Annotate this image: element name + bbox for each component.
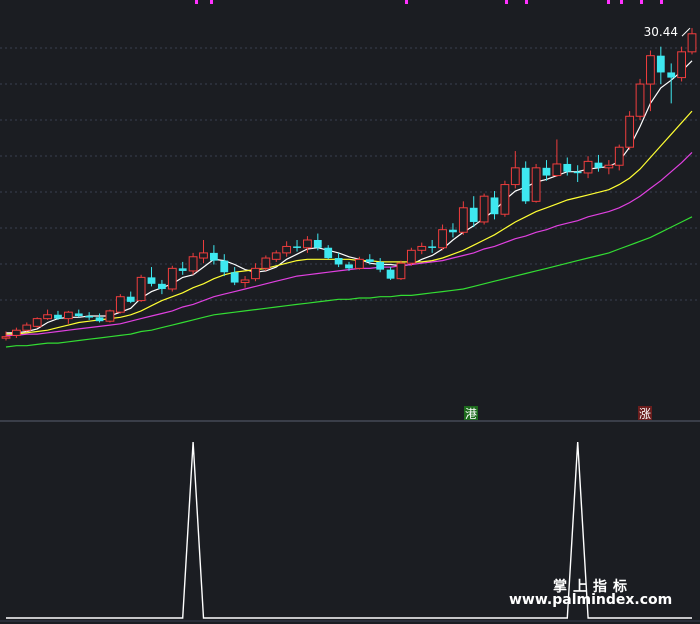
candle-body <box>136 276 146 302</box>
candle-body <box>126 296 135 302</box>
candle-body <box>438 229 447 249</box>
candle-body <box>167 267 177 290</box>
candle-body <box>22 324 32 331</box>
signal-marker-label: 涨 <box>639 406 651 421</box>
price-pointer <box>681 27 691 37</box>
top-tick <box>195 0 198 4</box>
top-tick <box>660 0 663 4</box>
watermark-url: www.palmindex.com <box>509 592 673 608</box>
candle-body <box>188 256 198 272</box>
candle-body <box>449 229 457 233</box>
candle-body <box>635 83 645 117</box>
candle-body <box>604 164 614 169</box>
candle-body <box>500 184 510 215</box>
candle-body <box>11 329 21 336</box>
candle-body <box>563 163 572 172</box>
ma-line-2 <box>6 110 693 335</box>
ma-line-1 <box>6 60 693 334</box>
candle-body <box>115 296 125 313</box>
candle-body <box>271 252 281 260</box>
candle-body <box>386 269 395 279</box>
candle-body <box>521 167 530 202</box>
signal-marker-label: 港 <box>465 407 477 421</box>
candle-body <box>95 317 104 322</box>
candle-body <box>510 167 520 186</box>
candle-body <box>583 160 593 174</box>
candle-body <box>85 316 94 318</box>
candle-body <box>428 246 437 248</box>
candle-body <box>479 195 489 223</box>
candle-body <box>667 72 676 78</box>
top-tick <box>607 0 610 4</box>
candle-body <box>490 197 499 215</box>
candle-body <box>303 239 312 249</box>
ma-line-4 <box>5 216 693 348</box>
candle-body <box>573 171 582 174</box>
candle-body <box>147 277 156 284</box>
candle-body <box>240 279 250 284</box>
candle-body <box>74 313 83 317</box>
candle-body <box>178 268 187 271</box>
candle-body <box>209 252 218 261</box>
candle-body <box>199 252 208 259</box>
candle-body <box>334 258 343 265</box>
candle-body <box>406 249 416 264</box>
candle-body <box>251 267 260 280</box>
ma-line-3 <box>6 151 693 336</box>
candle-body <box>54 314 62 319</box>
candle-body <box>469 207 478 222</box>
candle-body <box>417 245 427 251</box>
candle-body <box>324 247 333 259</box>
candle-body <box>43 314 52 320</box>
candle-body <box>105 310 115 322</box>
price-label: 30.44 <box>644 25 678 39</box>
candle-body <box>677 51 687 79</box>
signal-marker-bg <box>464 406 478 420</box>
candle-body <box>614 146 624 166</box>
candle-body <box>594 162 603 168</box>
candle-body <box>376 261 385 270</box>
candle-body <box>625 115 635 148</box>
candle-body <box>656 55 665 73</box>
candle-body <box>552 163 562 177</box>
indicator-line <box>6 441 692 619</box>
candle-body <box>458 207 468 233</box>
candle-body <box>313 240 322 248</box>
candle-body <box>531 167 541 202</box>
top-tick <box>525 0 528 4</box>
top-tick <box>505 0 508 4</box>
top-tick <box>640 0 643 4</box>
top-tick <box>620 0 623 4</box>
candle-body <box>158 283 166 289</box>
candle-body <box>282 245 292 254</box>
candle-body <box>354 258 364 269</box>
candle-body <box>220 260 229 273</box>
candle-body <box>687 33 697 53</box>
candle-body <box>345 264 353 269</box>
candle-body <box>542 167 551 176</box>
top-tick <box>405 0 408 4</box>
candle-body <box>32 318 42 327</box>
candle-body <box>1 336 11 339</box>
candle-body <box>646 55 655 85</box>
watermark-title: 掌上指标 <box>553 579 633 595</box>
candle-body <box>365 259 374 262</box>
top-tick <box>210 0 213 4</box>
candle-body <box>396 262 406 280</box>
candle-body <box>261 257 271 269</box>
candle-body <box>293 246 301 248</box>
signal-marker-bg <box>638 406 652 420</box>
candle-body <box>63 311 73 320</box>
candle-body <box>230 272 239 283</box>
